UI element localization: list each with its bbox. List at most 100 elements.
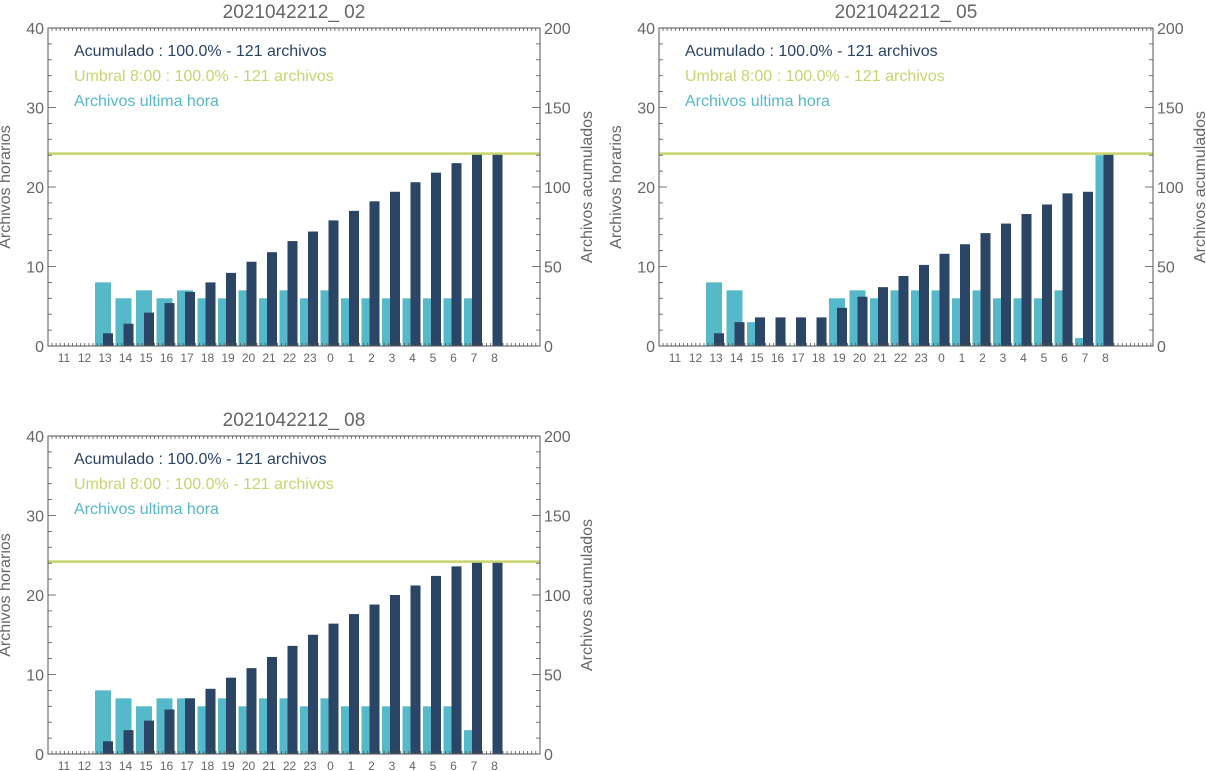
legend-entry: Acumulado : 100.0% - 121 archivos <box>74 43 327 60</box>
y2-axis-label: Archivos acumulados <box>579 111 596 263</box>
cumulative-bar <box>1001 223 1011 346</box>
x-tick-label: 1 <box>959 351 966 365</box>
cumulative-bar <box>267 657 277 754</box>
x-tick-label: 14 <box>119 759 133 771</box>
x-tick-label: 13 <box>98 351 112 365</box>
y2-tick-label: 150 <box>1157 101 1184 118</box>
x-tick-label: 1 <box>348 351 355 365</box>
cumulative-bar <box>185 291 195 346</box>
cumulative-bar <box>816 317 827 346</box>
x-tick-label: 12 <box>689 351 703 365</box>
x-tick-label: 22 <box>894 351 908 365</box>
y-axis-label: Archivos horarios <box>608 125 625 249</box>
cumulative-bar <box>246 261 257 346</box>
y-axis-label: Archivos horarios <box>0 125 14 249</box>
x-tick-label: 22 <box>283 759 297 771</box>
cumulative-bar <box>308 634 318 754</box>
cumulative-bar <box>410 585 421 754</box>
x-tick-label: 20 <box>242 759 256 771</box>
y2-tick-label: 200 <box>544 429 571 446</box>
y2-tick-label: 0 <box>544 339 553 356</box>
hourly-bar <box>95 690 111 754</box>
x-tick-label: 5 <box>1041 351 1048 365</box>
x-tick-label: 21 <box>873 351 887 365</box>
y-tick-label: 10 <box>26 668 44 685</box>
x-tick-label: 7 <box>471 351 478 365</box>
x-tick-label: 21 <box>262 759 276 771</box>
cumulative-bar <box>878 287 888 346</box>
x-tick-label: 13 <box>98 759 112 771</box>
x-tick-label: 23 <box>303 351 317 365</box>
x-tick-label: 20 <box>242 351 256 365</box>
y2-tick-label: 50 <box>544 668 562 685</box>
hourly-bar <box>95 282 111 346</box>
cumulative-bar <box>492 561 503 754</box>
cumulative-bar <box>349 614 359 754</box>
cumulative-bar <box>267 252 277 346</box>
legend-entry: Acumulado : 100.0% - 121 archivos <box>685 43 938 60</box>
x-tick-label: 16 <box>771 351 785 365</box>
x-tick-label: 11 <box>58 759 71 771</box>
x-tick-label: 7 <box>471 759 478 771</box>
y-tick-label: 20 <box>26 588 44 605</box>
x-tick-label: 2 <box>979 351 986 365</box>
y-axis-label: Archivos horarios <box>0 533 14 657</box>
x-tick-label: 11 <box>58 351 71 365</box>
y-tick-label: 10 <box>637 260 655 277</box>
cumulative-bar <box>308 231 318 346</box>
cumulative-bar <box>287 241 298 346</box>
x-tick-label: 11 <box>669 351 682 365</box>
x-tick-label: 1 <box>348 759 355 771</box>
y-tick-label: 0 <box>35 339 44 356</box>
legend-entry: Archivos ultima hora <box>74 501 219 518</box>
x-tick-label: 3 <box>389 759 396 771</box>
x-tick-label: 5 <box>430 351 437 365</box>
x-tick-label: 15 <box>750 351 764 365</box>
x-tick-label: 8 <box>1102 351 1109 365</box>
cumulative-bar <box>123 730 134 754</box>
cumulative-bar <box>205 282 216 346</box>
x-tick-label: 18 <box>201 759 215 771</box>
cumulative-bar <box>164 303 175 346</box>
x-tick-label: 8 <box>491 351 498 365</box>
x-tick-label: 16 <box>160 351 174 365</box>
cumulative-bar <box>431 172 441 346</box>
y2-tick-label: 0 <box>1157 339 1166 356</box>
cumulative-bar <box>205 688 216 754</box>
y2-tick-label: 50 <box>544 260 562 277</box>
cumulative-bar <box>919 264 929 346</box>
x-tick-label: 12 <box>78 351 92 365</box>
x-tick-label: 7 <box>1082 351 1089 365</box>
x-tick-label: 13 <box>709 351 723 365</box>
cumulative-bar <box>390 191 400 346</box>
legend-entry: Umbral 8:00 : 100.0% - 121 archivos <box>74 476 334 493</box>
x-tick-label: 21 <box>262 351 276 365</box>
cumulative-bar <box>246 668 257 754</box>
x-tick-label: 6 <box>450 759 457 771</box>
x-tick-label: 14 <box>119 351 133 365</box>
y2-axis-label: Archivos acumulados <box>579 519 596 671</box>
y2-tick-label: 200 <box>1157 21 1184 38</box>
chart-title: 2021042212_ 05 <box>835 2 978 23</box>
cumulative-bar <box>939 253 950 346</box>
y-tick-label: 30 <box>637 101 655 118</box>
cumulative-bar <box>1083 191 1093 346</box>
x-tick-label: 3 <box>1000 351 1007 365</box>
x-tick-label: 4 <box>409 351 416 365</box>
cumulative-bar <box>431 575 441 754</box>
x-tick-label: 23 <box>303 759 317 771</box>
x-tick-label: 16 <box>160 759 174 771</box>
cumulative-bar <box>103 741 113 754</box>
legend-entry: Archivos ultima hora <box>685 93 830 110</box>
cumulative-bar <box>837 307 847 346</box>
y2-tick-label: 150 <box>544 101 571 118</box>
y2-axis-label: Archivos acumulados <box>1192 111 1206 263</box>
cumulative-bar <box>755 317 765 346</box>
y2-tick-label: 100 <box>544 588 571 605</box>
cumulative-bar <box>123 323 134 346</box>
y-tick-label: 40 <box>26 21 44 38</box>
x-tick-label: 18 <box>201 351 215 365</box>
cumulative-bar <box>328 623 339 754</box>
